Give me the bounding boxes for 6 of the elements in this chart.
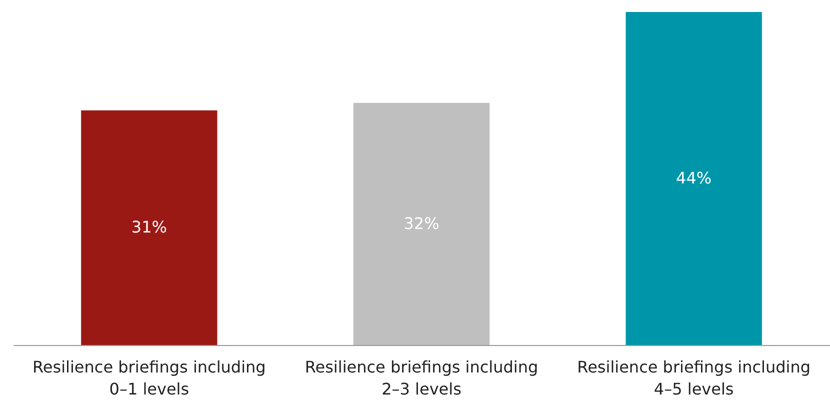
data-label: 32% [404, 214, 440, 233]
data-label: 44% [676, 168, 712, 188]
x-tick-label: Resilience briefings including 2–3 levels [304, 358, 538, 398]
data-label: 31% [131, 218, 167, 237]
x-tick-label: Resilience briefings including 4–5 levels [577, 358, 810, 398]
x-tick-label: Resilience briefings including 0–1 levels [32, 358, 266, 398]
